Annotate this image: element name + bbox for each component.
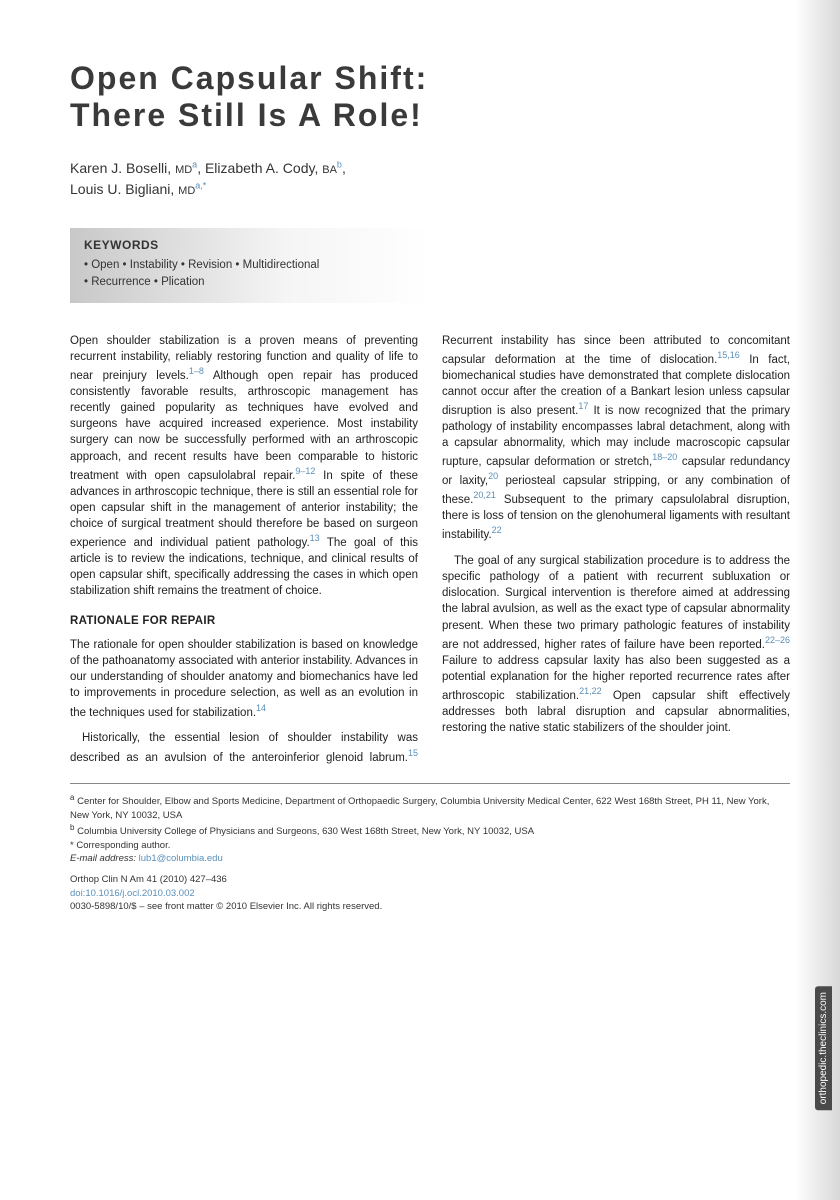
doi-link[interactable]: doi:10.1016/j.ocl.2010.03.002	[70, 887, 790, 900]
rationale-paragraph-1: The rationale for open shoulder stabiliz…	[70, 637, 418, 720]
copyright-line: 0030-5898/10/$ – see front matter © 2010…	[70, 900, 790, 913]
footer-rule	[70, 783, 790, 784]
email-label: E-mail address:	[70, 853, 139, 864]
author-1-name: Karen J. Boselli,	[70, 160, 171, 176]
author-3-name: Louis U. Bigliani,	[70, 181, 174, 197]
author-2-name: Elizabeth A. Cody,	[205, 160, 318, 176]
article-title: Open Capsular Shift: There Still Is A Ro…	[70, 60, 790, 134]
affiliation-b: b Columbia University College of Physici…	[70, 822, 790, 838]
citation-22[interactable]: 22	[492, 525, 502, 535]
keywords-list: • Open • Instability • Revision • Multid…	[84, 257, 416, 292]
p3-text-a: Historically, the essential lesion of sh…	[70, 732, 418, 763]
section-heading-rationale: RATIONALE FOR REPAIR	[70, 613, 418, 629]
citation-9-12[interactable]: 9–12	[295, 466, 315, 476]
affiliation-a-text: Center for Shoulder, Elbow and Sports Me…	[70, 797, 769, 821]
page-container: Open Capsular Shift: There Still Is A Ro…	[0, 0, 840, 1200]
author-list: Karen J. Boselli, MDa, Elizabeth A. Cody…	[70, 158, 790, 200]
email-link[interactable]: lub1@columbia.edu	[139, 853, 223, 864]
citation-1-8[interactable]: 1–8	[189, 366, 204, 376]
affiliation-a: a Center for Shoulder, Elbow and Sports …	[70, 792, 790, 822]
footer-block: a Center for Shoulder, Elbow and Sports …	[70, 792, 790, 913]
citation-22-26[interactable]: 22–26	[765, 635, 790, 645]
body-text: Open shoulder stabilization is a proven …	[70, 333, 790, 765]
email-line: E-mail address: lub1@columbia.edu	[70, 852, 790, 865]
author-3-degree: MD	[178, 185, 195, 197]
corresponding-author: * Corresponding author.	[70, 839, 790, 852]
author-1-affiliation: a	[192, 159, 197, 169]
intro-paragraph: Open shoulder stabilization is a proven …	[70, 333, 418, 599]
author-2-degree: BA	[322, 164, 337, 176]
title-line-2: There Still Is A Role!	[70, 97, 423, 133]
rationale-paragraph-3: The goal of any surgical stabilization p…	[442, 553, 790, 736]
author-2-affiliation: b	[337, 159, 342, 169]
citation-20[interactable]: 20	[488, 471, 498, 481]
citation-21-22[interactable]: 21,22	[579, 686, 602, 696]
keywords-line-2: • Recurrence • Plication	[84, 274, 416, 291]
journal-citation: Orthop Clin N Am 41 (2010) 427–436	[70, 873, 790, 886]
citation-17[interactable]: 17	[578, 401, 588, 411]
citation-20-21[interactable]: 20,21	[473, 490, 496, 500]
citation-15-16[interactable]: 15,16	[717, 350, 740, 360]
author-3-affiliation: a,*	[195, 180, 206, 190]
citation-18-20[interactable]: 18–20	[652, 452, 677, 462]
keywords-box: KEYWORDS • Open • Instability • Revision…	[70, 228, 430, 304]
title-line-1: Open Capsular Shift:	[70, 60, 428, 96]
affiliation-b-text: Columbia University College of Physician…	[74, 826, 534, 837]
p2-text: The rationale for open shoulder stabiliz…	[70, 639, 418, 718]
author-1-degree: MD	[175, 164, 192, 176]
keywords-heading: KEYWORDS	[84, 238, 416, 252]
keywords-line-1: • Open • Instability • Revision • Multid…	[84, 257, 416, 274]
p4-text-a: The goal of any surgical stabilization p…	[442, 555, 790, 650]
citation-14[interactable]: 14	[256, 703, 266, 713]
p1-text-b: Although open repair has produced consis…	[70, 370, 418, 481]
citation-15[interactable]: 15	[408, 748, 418, 758]
citation-13[interactable]: 13	[310, 533, 320, 543]
